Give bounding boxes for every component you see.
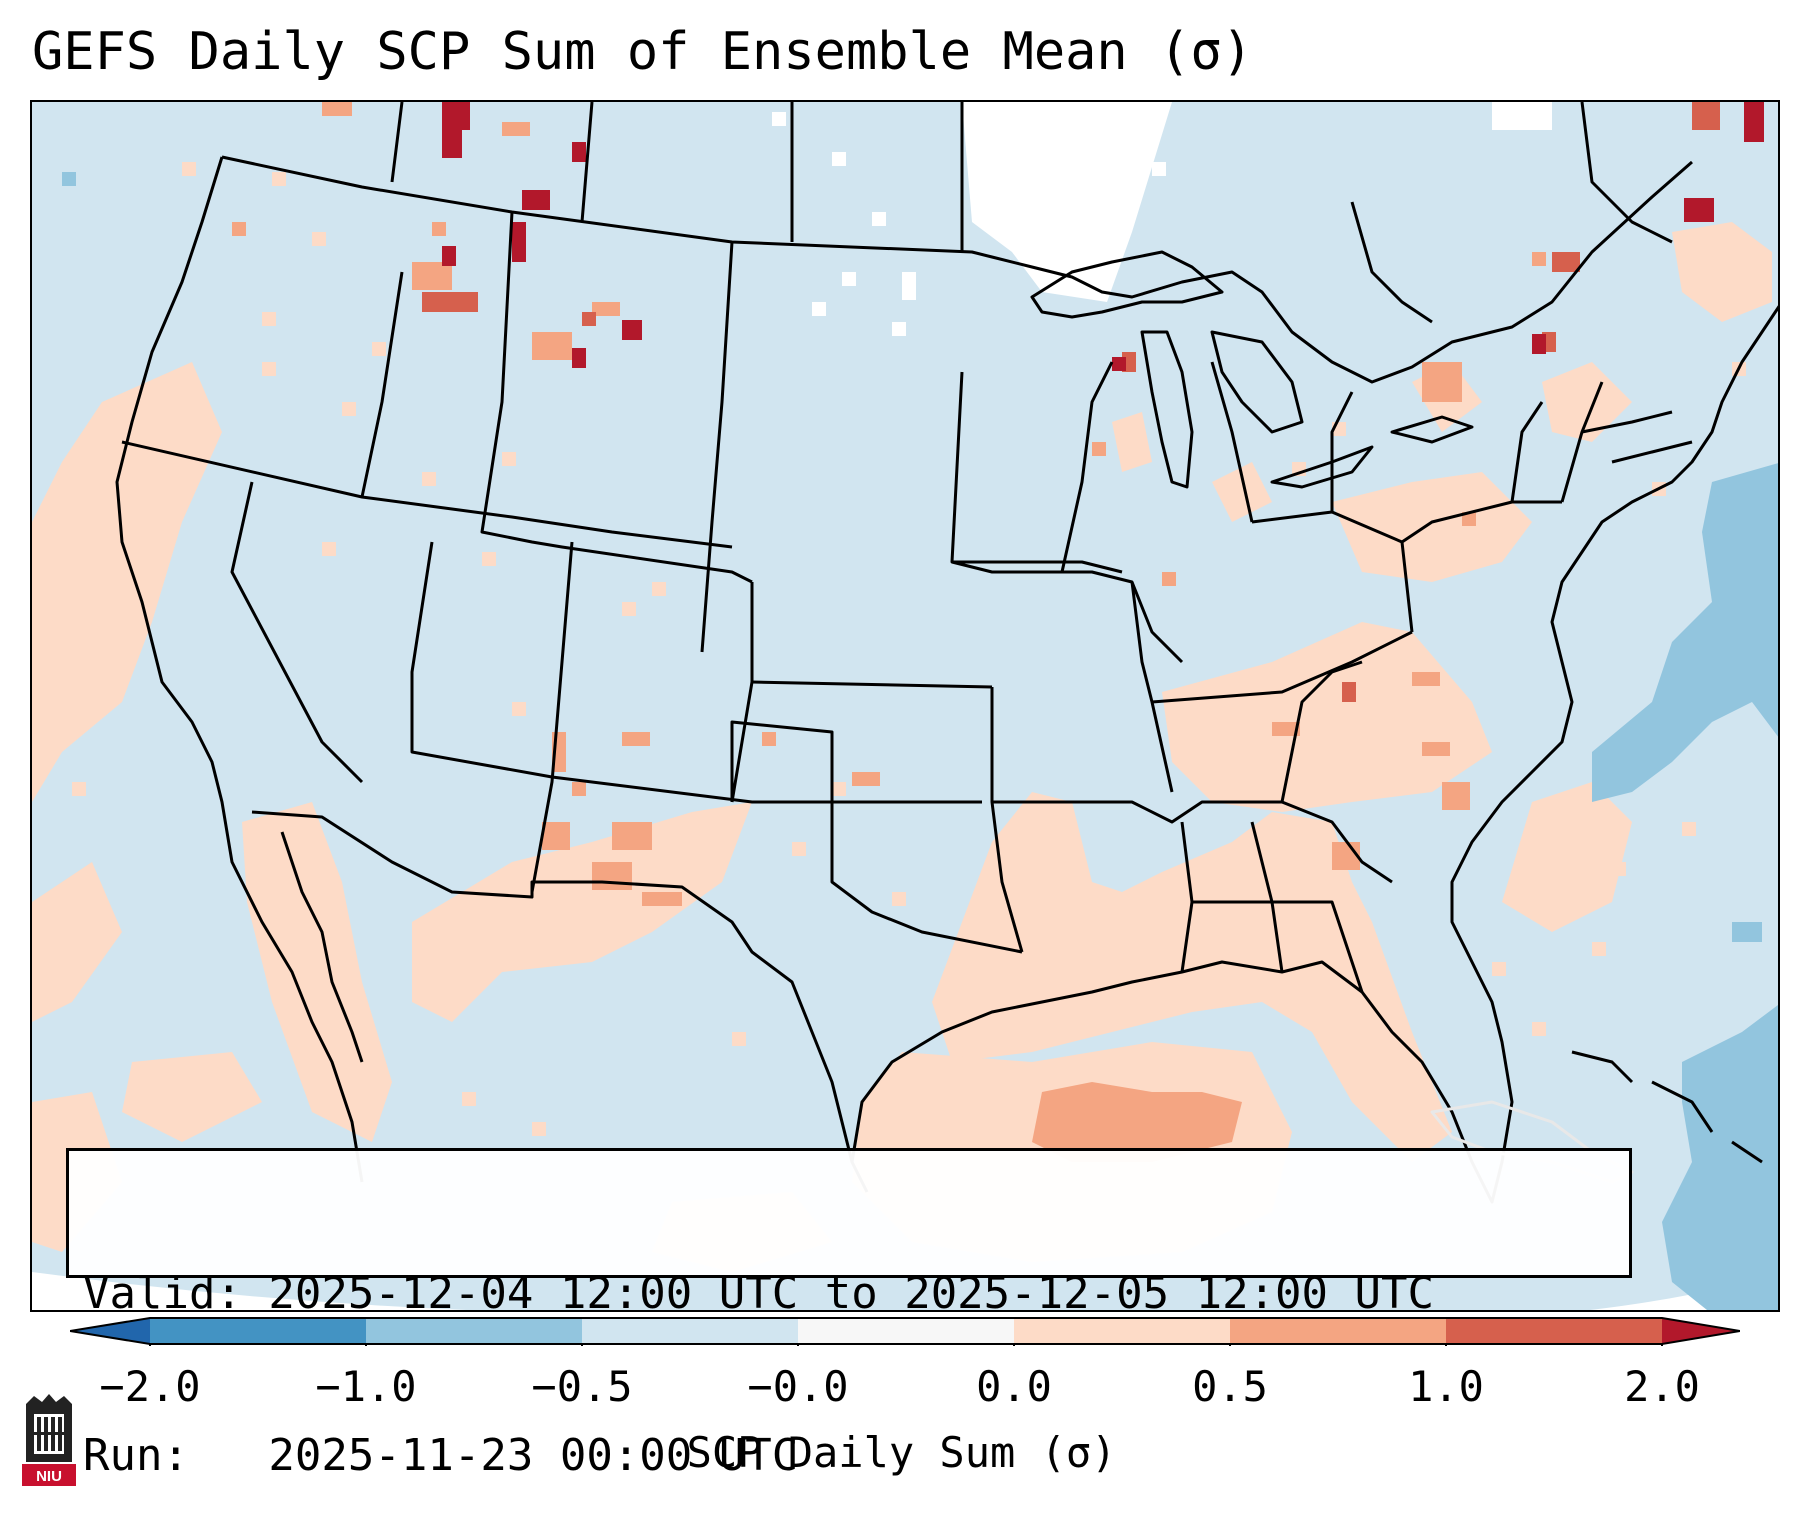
colorbar-segment-1 [366,1318,582,1344]
valid-run-info-box: Valid: 2025-12-04 12:00 UTC to 2025-12-0… [66,1148,1632,1481]
anomaly-strong-positive [422,102,1720,702]
logo-text: NIU [36,1468,62,1485]
anomaly-moderate-negative [62,172,1778,1310]
us-mexico-border [251,810,869,1193]
map-title: GEFS Daily SCP Sum of Ensemble Mean (σ) [32,22,1253,82]
lake-ontario [1390,415,1474,444]
colorbar [70,1317,1740,1346]
colorbar-over-triangle [1662,1318,1740,1344]
tick-label-5: 0.5 [1192,1362,1268,1411]
run-time-line: Run: 2025-11-23 00:00 UTC [83,1430,799,1481]
colorbar-under-triangle [70,1318,150,1344]
colorbar-segment-0 [150,1318,366,1344]
tick-label-3: −0.0 [747,1362,849,1411]
pacific-coast [115,156,364,1183]
lake-superior [1030,250,1224,319]
colorbar-segment-2 [582,1318,798,1344]
colorbar-ticks [149,1344,1663,1346]
us-canada-border [221,155,1693,384]
anomaly-extreme-positive [442,102,1764,371]
baja-peninsula [280,831,364,1063]
tick-label-4: 0.0 [976,1362,1052,1411]
tick-label-2: −0.5 [531,1362,633,1411]
lake-erie [1270,445,1374,489]
lake-huron [1210,330,1304,434]
colorbar-tick-labels: −2.0 −1.0 −0.5 −0.0 0.0 0.5 1.0 2.0 [0,1362,1803,1418]
valid-time-line: Valid: 2025-12-04 12:00 UTC to 2025-12-0… [83,1268,1435,1319]
colorbar-segment-5 [1230,1318,1446,1344]
colorbar-label: SCP Daily Sum (σ) [686,1428,1117,1477]
map-panel [30,100,1780,1312]
colorbar-segment-3 [798,1318,1014,1344]
colorbar-segment-6 [1446,1318,1662,1344]
colorbar-segment-4 [1014,1318,1230,1344]
anomaly-moderate-positive [232,102,1546,1162]
tick-label-0: −2.0 [99,1362,201,1411]
borders [115,102,1778,1204]
tick-label-6: 1.0 [1408,1362,1484,1411]
map-svg [32,102,1778,1310]
tick-label-7: 2.0 [1624,1362,1700,1411]
niu-logo-icon: NIU [22,1394,76,1486]
lake-michigan [1140,330,1194,489]
tick-label-1: −1.0 [315,1362,417,1411]
gulf-coast [850,305,1778,1204]
